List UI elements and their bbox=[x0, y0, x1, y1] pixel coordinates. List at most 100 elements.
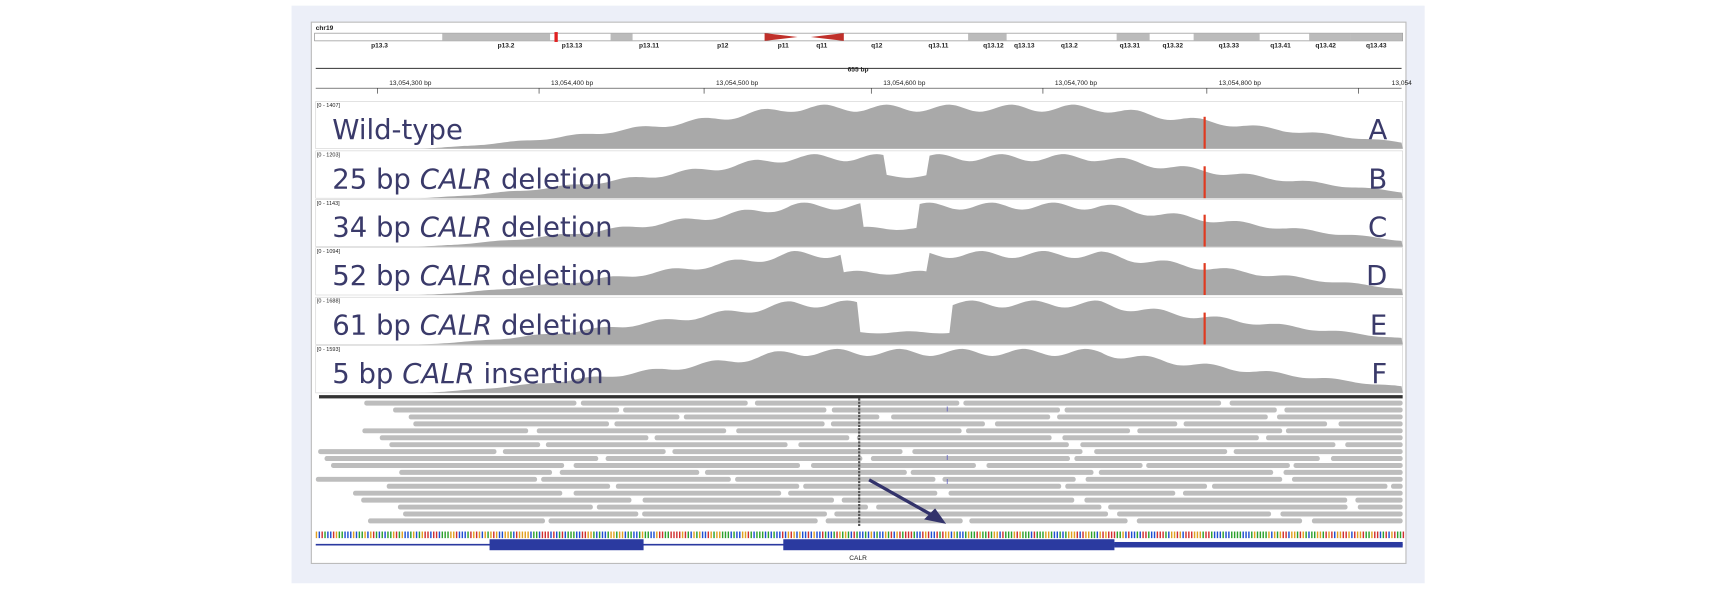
base bbox=[521, 531, 524, 539]
base bbox=[1325, 531, 1327, 539]
base bbox=[739, 531, 741, 539]
base bbox=[358, 531, 361, 539]
base bbox=[335, 531, 338, 539]
read bbox=[393, 407, 620, 413]
base bbox=[753, 531, 755, 539]
read bbox=[1183, 421, 1328, 427]
base bbox=[461, 531, 464, 539]
position-label: 13,054,800 bp bbox=[1219, 80, 1262, 87]
base bbox=[1371, 531, 1373, 539]
read bbox=[367, 518, 546, 524]
base bbox=[1047, 531, 1050, 539]
position-label: 13,054 bbox=[1392, 80, 1413, 87]
base bbox=[1288, 531, 1290, 539]
base bbox=[804, 531, 807, 539]
base bbox=[1319, 531, 1322, 539]
base bbox=[352, 531, 355, 539]
read bbox=[1357, 504, 1403, 510]
base bbox=[596, 531, 598, 539]
base bbox=[535, 531, 538, 539]
base bbox=[633, 531, 635, 539]
read bbox=[811, 462, 976, 468]
base bbox=[916, 531, 918, 539]
label-part: Wild-type bbox=[332, 114, 463, 146]
band-label: q11 bbox=[816, 42, 827, 49]
read bbox=[1283, 469, 1403, 475]
base bbox=[1056, 531, 1058, 539]
base bbox=[1193, 531, 1196, 539]
base bbox=[862, 531, 864, 539]
base bbox=[593, 531, 595, 539]
insertion-mark: I bbox=[946, 405, 948, 414]
base bbox=[1062, 531, 1064, 539]
read bbox=[1229, 400, 1403, 406]
base bbox=[667, 531, 669, 539]
base bbox=[1070, 531, 1073, 539]
base bbox=[1219, 531, 1222, 539]
base bbox=[430, 531, 432, 539]
read bbox=[573, 462, 801, 468]
base bbox=[701, 531, 704, 539]
base bbox=[398, 531, 401, 539]
base bbox=[733, 531, 735, 539]
base bbox=[922, 531, 924, 539]
base bbox=[907, 531, 910, 539]
base bbox=[404, 531, 406, 539]
base bbox=[1228, 531, 1230, 539]
base bbox=[842, 531, 844, 539]
read bbox=[386, 483, 611, 489]
base bbox=[965, 531, 967, 539]
base bbox=[1153, 531, 1156, 539]
read bbox=[642, 511, 827, 517]
base bbox=[867, 531, 870, 539]
read bbox=[580, 400, 748, 406]
base bbox=[704, 531, 707, 539]
band-shade bbox=[1193, 33, 1260, 41]
read bbox=[596, 504, 869, 510]
base bbox=[324, 531, 326, 539]
base bbox=[890, 531, 893, 539]
base bbox=[1027, 531, 1030, 539]
base bbox=[484, 531, 486, 539]
read bbox=[1080, 442, 1336, 448]
base bbox=[1299, 531, 1302, 539]
base bbox=[1331, 531, 1333, 539]
base bbox=[1251, 531, 1253, 539]
base bbox=[1362, 531, 1365, 539]
base bbox=[1022, 531, 1024, 539]
base bbox=[1334, 531, 1336, 539]
read bbox=[379, 435, 649, 441]
base bbox=[1053, 531, 1056, 539]
base bbox=[544, 531, 546, 539]
base bbox=[710, 531, 712, 539]
base bbox=[424, 531, 426, 539]
base bbox=[1385, 531, 1387, 539]
label-part: 5 bp bbox=[332, 358, 393, 390]
base bbox=[1213, 531, 1216, 539]
base bbox=[347, 531, 349, 539]
base bbox=[318, 531, 321, 539]
base bbox=[744, 531, 747, 539]
base bbox=[661, 531, 664, 539]
base bbox=[999, 531, 1001, 539]
base bbox=[1351, 531, 1353, 539]
read bbox=[1065, 483, 1208, 489]
band-shade bbox=[1116, 33, 1150, 41]
band-label: p13.2 bbox=[498, 42, 515, 49]
band-label: q13.2 bbox=[1061, 42, 1078, 49]
read bbox=[735, 476, 936, 482]
label-part: 34 bp bbox=[332, 212, 411, 244]
base bbox=[807, 531, 810, 539]
band-label: q13.42 bbox=[1315, 42, 1336, 49]
base bbox=[962, 531, 964, 539]
base bbox=[693, 531, 695, 539]
band-label: q13.31 bbox=[1120, 42, 1141, 49]
base bbox=[576, 531, 578, 539]
read bbox=[831, 407, 1060, 413]
base bbox=[827, 531, 830, 539]
band-shade bbox=[968, 33, 1007, 41]
base bbox=[513, 531, 515, 539]
base bbox=[1110, 531, 1113, 539]
base bbox=[747, 531, 750, 539]
